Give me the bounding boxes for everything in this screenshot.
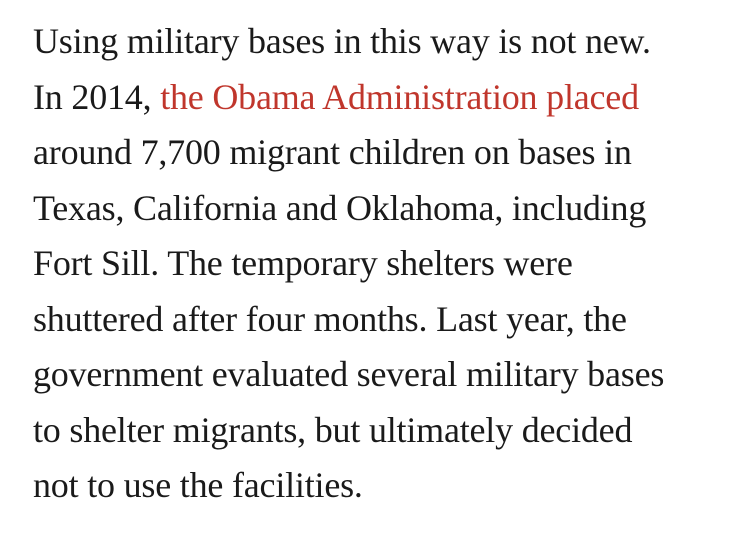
paragraph-text: Fort Sill. The temporary shelters were — [33, 243, 573, 283]
paragraph-line: Fort Sill. The temporary shelters were — [33, 236, 722, 292]
article-paragraph: Using military bases in this way is not … — [33, 14, 722, 514]
paragraph-line: government evaluated several military ba… — [33, 347, 722, 403]
paragraph-text: Texas, California and Oklahoma, includin… — [33, 187, 647, 228]
paragraph-text: not to use the facilities. — [33, 465, 363, 505]
obama-administration-link[interactable]: the Obama Administration placed — [160, 76, 639, 117]
paragraph-line: Using military bases in this way is not … — [33, 14, 722, 70]
paragraph-line: shuttered after four months. Last year, … — [33, 292, 722, 348]
paragraph-text: Using military bases in this way is not … — [33, 21, 651, 61]
paragraph-text: around 7,700 migrant children on bases i… — [33, 132, 632, 172]
paragraph-line: Texas, California and Oklahoma, includin… — [33, 181, 722, 237]
paragraph-text: to shelter migrants, but ultimately deci… — [33, 409, 633, 450]
paragraph-line: In 2014, the Obama Administration placed — [33, 70, 722, 126]
paragraph-line: to shelter migrants, but ultimately deci… — [33, 403, 722, 459]
paragraph-text: In 2014, — [33, 76, 161, 117]
paragraph-text: shuttered after four months. Last year, … — [33, 298, 627, 339]
paragraph-line: around 7,700 migrant children on bases i… — [33, 125, 722, 181]
paragraph-text: government evaluated several military ba… — [33, 354, 665, 394]
paragraph-line: not to use the facilities. — [33, 458, 722, 514]
